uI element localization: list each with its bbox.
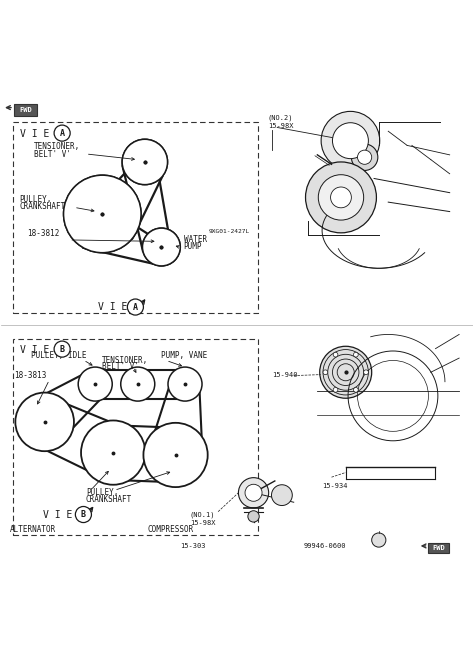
Circle shape [330, 187, 351, 208]
Circle shape [372, 533, 386, 547]
Text: V I E W: V I E W [43, 510, 84, 520]
Circle shape [15, 393, 74, 451]
Text: 15-934: 15-934 [322, 483, 347, 489]
Text: PUMP: PUMP [183, 242, 202, 251]
Circle shape [248, 511, 259, 522]
Circle shape [143, 228, 180, 266]
Text: FWD: FWD [19, 107, 32, 113]
Circle shape [357, 150, 372, 164]
Text: PUMP, VANE: PUMP, VANE [161, 351, 208, 360]
Circle shape [306, 162, 376, 233]
FancyBboxPatch shape [14, 104, 36, 116]
Circle shape [333, 352, 338, 357]
Circle shape [122, 139, 167, 185]
Circle shape [245, 484, 262, 501]
Text: BELT' V': BELT' V' [102, 363, 139, 371]
Text: BELT' V': BELT' V' [34, 150, 71, 159]
Text: 18-3813: 18-3813 [14, 371, 46, 380]
Circle shape [122, 139, 167, 185]
Bar [12, 122, 258, 313]
Circle shape [354, 387, 358, 392]
Text: 15-98X: 15-98X [190, 520, 215, 526]
Circle shape [144, 423, 208, 487]
Circle shape [78, 367, 112, 401]
Circle shape [354, 352, 358, 357]
Text: V I E W: V I E W [19, 129, 61, 139]
Text: TENSIONER,: TENSIONER, [34, 142, 80, 151]
Text: 99946-0600: 99946-0600 [303, 543, 346, 549]
Circle shape [64, 176, 141, 253]
Text: 15-303: 15-303 [180, 543, 206, 549]
Text: (NO.2): (NO.2) [268, 114, 293, 121]
Bar [12, 339, 258, 536]
Text: 18-3812: 18-3812 [27, 229, 59, 237]
Circle shape [272, 485, 292, 506]
Text: FWD: FWD [432, 545, 445, 551]
Text: PULLEY, IDLE: PULLEY, IDLE [31, 351, 87, 360]
Text: PULLEY,: PULLEY, [19, 194, 52, 203]
Circle shape [323, 370, 328, 374]
Circle shape [321, 111, 380, 170]
Text: WATER: WATER [183, 235, 207, 244]
Circle shape [64, 176, 141, 253]
Circle shape [318, 175, 364, 220]
Circle shape [319, 346, 372, 398]
Circle shape [333, 387, 338, 392]
Text: B: B [60, 344, 64, 354]
Text: PULLEY,: PULLEY, [86, 488, 118, 497]
Text: 9XG01-2427L: 9XG01-2427L [209, 229, 250, 234]
Text: TENSIONER,: TENSIONER, [102, 356, 148, 365]
Circle shape [121, 367, 155, 401]
Circle shape [54, 125, 70, 141]
Circle shape [128, 299, 144, 315]
Text: CRANKSHAFT: CRANKSHAFT [86, 495, 132, 504]
Text: COMPRESSOR: COMPRESSOR [147, 525, 193, 534]
Text: A: A [60, 129, 64, 138]
Text: 15-98X: 15-98X [268, 123, 293, 129]
Circle shape [351, 144, 378, 170]
Circle shape [75, 506, 91, 523]
Circle shape [81, 421, 146, 485]
Text: A: A [133, 302, 138, 311]
Circle shape [364, 370, 368, 374]
Circle shape [168, 367, 202, 401]
Text: CRANKSHAFT: CRANKSHAFT [19, 202, 66, 211]
Text: B: B [81, 510, 86, 519]
Circle shape [238, 478, 269, 508]
Circle shape [54, 341, 70, 357]
Text: V I E W: V I E W [19, 345, 61, 356]
Circle shape [143, 228, 180, 266]
Circle shape [332, 123, 368, 159]
FancyBboxPatch shape [428, 543, 449, 553]
Text: ALTERNATOR: ALTERNATOR [10, 525, 56, 534]
Text: (NO.1): (NO.1) [190, 512, 215, 518]
Text: 15-940: 15-940 [273, 372, 298, 378]
Text: V I E W: V I E W [98, 302, 139, 312]
